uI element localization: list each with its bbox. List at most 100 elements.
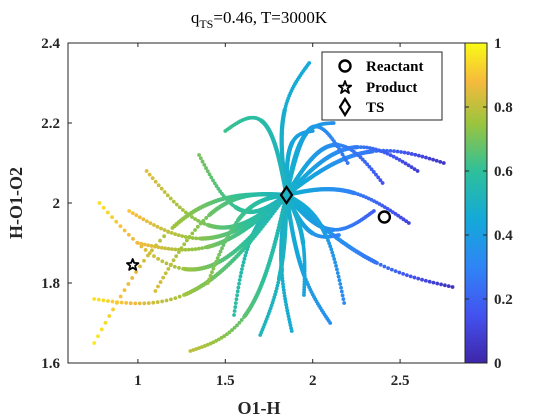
trajectory-point [276, 280, 281, 285]
trajectory-point [389, 267, 394, 272]
trajectory-point [103, 320, 108, 325]
trajectory-point [137, 301, 142, 306]
trajectory-point [337, 233, 341, 237]
trajectory-point [202, 221, 207, 226]
trajectory-point [283, 296, 288, 301]
trajectory-point [134, 270, 139, 274]
trajectory-point [275, 283, 280, 288]
trajectory-point [142, 242, 147, 247]
trajectory-point [394, 156, 399, 161]
trajectory-point [150, 248, 154, 253]
trajectory-point [345, 161, 350, 165]
trajectory-point [232, 313, 236, 317]
trajectory-point [200, 246, 205, 251]
trajectory-point [205, 169, 210, 174]
trajectory-point [164, 261, 169, 266]
trajectory-point [144, 219, 149, 224]
trajectory-point [224, 332, 229, 337]
trajectory-point [289, 329, 294, 333]
trajectory-point [166, 266, 171, 271]
trajectory-point [148, 221, 153, 226]
trajectory-point [401, 217, 406, 222]
trajectory-point [172, 264, 177, 269]
colorbar-tick-label: 0.2 [494, 292, 513, 308]
trajectory-point [170, 247, 174, 252]
trajectory-point [441, 161, 446, 165]
trajectory-point [179, 246, 184, 251]
trajectory-point [214, 259, 219, 264]
trajectory-point [339, 289, 344, 294]
trajectory-point [183, 247, 188, 252]
x-tick-label: 1.5 [216, 373, 235, 389]
trajectory-point [221, 243, 226, 247]
trajectory-point [194, 347, 199, 351]
trajectory-point [152, 254, 156, 259]
trajectory-point [339, 285, 343, 290]
product-marker [126, 258, 140, 271]
trajectory-point [118, 224, 123, 229]
trajectory-point [232, 325, 237, 330]
trajectory-point [397, 158, 402, 162]
trajectory-point [184, 210, 188, 215]
trajectory-point [169, 230, 174, 235]
trajectory-point [166, 229, 171, 234]
trajectory-point [193, 228, 197, 232]
y-axis-label: H-O1-O2 [6, 167, 26, 239]
trajectory-point [218, 249, 223, 254]
trajectory-point [281, 285, 286, 289]
trajectory-point [195, 224, 200, 229]
trajectory-point [158, 280, 163, 284]
trajectory-point [341, 297, 346, 302]
trajectory-point [390, 210, 395, 215]
colorbar-tick-label: 0.8 [494, 100, 513, 116]
trajectory-point [302, 271, 307, 276]
trajectory-point [177, 205, 182, 210]
trajectory-point [156, 183, 161, 188]
trajectory-point [378, 178, 383, 183]
trajectory-point [393, 269, 398, 274]
trajectory-point [114, 219, 119, 224]
trajectory-point [337, 278, 342, 283]
trajectory-point [200, 159, 205, 164]
trajectory-point [328, 244, 333, 249]
trajectory-point [101, 205, 106, 210]
trajectory-point [143, 248, 148, 252]
trajectory-point [288, 323, 293, 328]
trajectory-point [336, 274, 341, 279]
trajectory-point [146, 243, 151, 248]
trajectory-point [146, 253, 150, 258]
trajectory-point [211, 266, 216, 271]
trajectory-point [335, 271, 340, 275]
trajectory-point [367, 146, 372, 150]
trajectory-point [302, 279, 307, 284]
trajectory-point [241, 260, 246, 265]
trajectory-point [405, 273, 409, 278]
trajectory-point [274, 289, 278, 294]
trajectory-point [169, 297, 173, 302]
x-axis-label: O1-H [238, 398, 281, 418]
trajectory-point [197, 236, 202, 241]
chart-title-main: q [191, 8, 200, 27]
trajectory-point [126, 232, 131, 237]
trajectory-point [402, 150, 407, 155]
trajectory-point [122, 288, 127, 293]
trajectory-point [180, 208, 185, 212]
trajectory-point [153, 244, 157, 249]
trajectory-point [284, 302, 289, 307]
trajectory-point [237, 320, 242, 325]
colorbar-tick-label: 1 [494, 36, 502, 52]
trajectory-point [202, 162, 207, 167]
trajectory-point [161, 275, 166, 280]
trajectory-point [423, 278, 428, 283]
x-tick-label: 2.5 [391, 373, 410, 389]
trajectory-point [105, 210, 110, 215]
trajectory-point [243, 253, 248, 258]
trajectory-point [388, 153, 393, 158]
trajectory-point [122, 228, 127, 233]
trajectory-point [216, 186, 221, 191]
trajectory-point [282, 293, 287, 298]
trajectory-point [183, 235, 188, 239]
trajectory-point [333, 260, 338, 265]
trajectory-point [273, 292, 278, 297]
trajectory-point [138, 264, 142, 269]
